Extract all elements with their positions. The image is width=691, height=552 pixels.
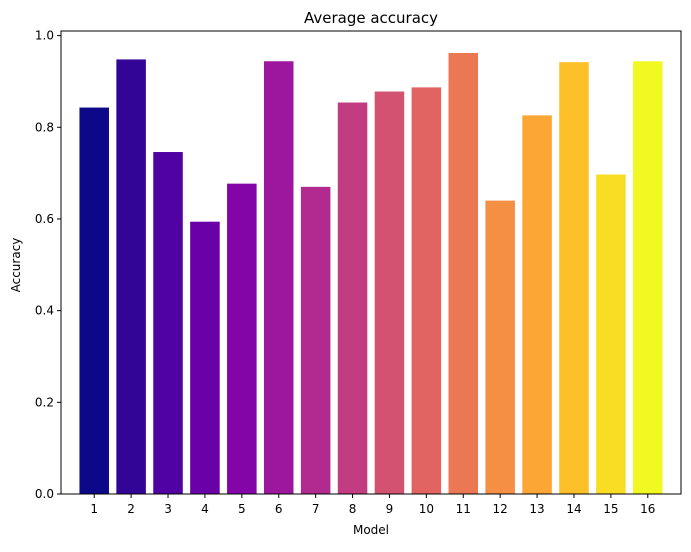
y-tick-label: 0.0 [35, 487, 54, 501]
bar-model-13 [522, 115, 552, 495]
y-axis: 0.0 0.2 0.4 0.6 0.8 1.0 [35, 29, 61, 501]
x-tick-label: 12 [493, 502, 508, 516]
y-tick-label: 0.4 [35, 304, 54, 318]
bars-group [79, 53, 663, 495]
bar-model-7 [300, 186, 331, 494]
bar-model-9 [374, 91, 405, 494]
x-tick-label: 7 [312, 502, 320, 516]
x-axis-label: Model [353, 523, 389, 537]
x-tick-label: 16 [640, 502, 655, 516]
x-tick-label: 3 [164, 502, 172, 516]
y-axis-label: Accuracy [9, 238, 23, 293]
x-tick-label: 9 [386, 502, 394, 516]
bar-model-1 [79, 107, 109, 494]
x-tick-label: 10 [419, 502, 434, 516]
bar-model-8 [337, 102, 368, 494]
x-tick-label: 13 [529, 502, 544, 516]
x-tick-label: 1 [90, 502, 98, 516]
x-tick-label: 8 [349, 502, 357, 516]
x-tick-label: 4 [201, 502, 209, 516]
plot-frame [60, 30, 682, 495]
x-tick-label: 5 [238, 502, 246, 516]
bar-model-5 [227, 183, 257, 495]
bar-model-4 [190, 221, 220, 494]
bar-model-12 [485, 200, 515, 494]
bar-model-3 [153, 152, 183, 494]
x-tick-label: 6 [275, 502, 283, 516]
x-tick-label: 15 [603, 502, 618, 516]
y-tick-label: 0.2 [35, 395, 54, 409]
x-tick-label: 2 [127, 502, 135, 516]
x-axis: 1 2 3 4 5 6 7 8 9 10 11 12 13 14 15 16 [90, 494, 655, 516]
x-tick-label: 14 [566, 502, 581, 516]
x-tick-label: 11 [456, 502, 471, 516]
bar-model-10 [411, 87, 442, 495]
y-tick-label: 1.0 [35, 29, 54, 43]
bar-model-15 [596, 174, 626, 494]
bar-model-2 [116, 59, 146, 494]
chart-title: Average accuracy [304, 9, 438, 27]
bar-model-6 [263, 61, 294, 495]
bar-model-11 [448, 53, 479, 494]
bar-model-14 [559, 62, 589, 495]
bar-model-16 [633, 61, 663, 495]
y-tick-label: 0.8 [35, 120, 54, 134]
y-tick-label: 0.6 [35, 212, 54, 226]
